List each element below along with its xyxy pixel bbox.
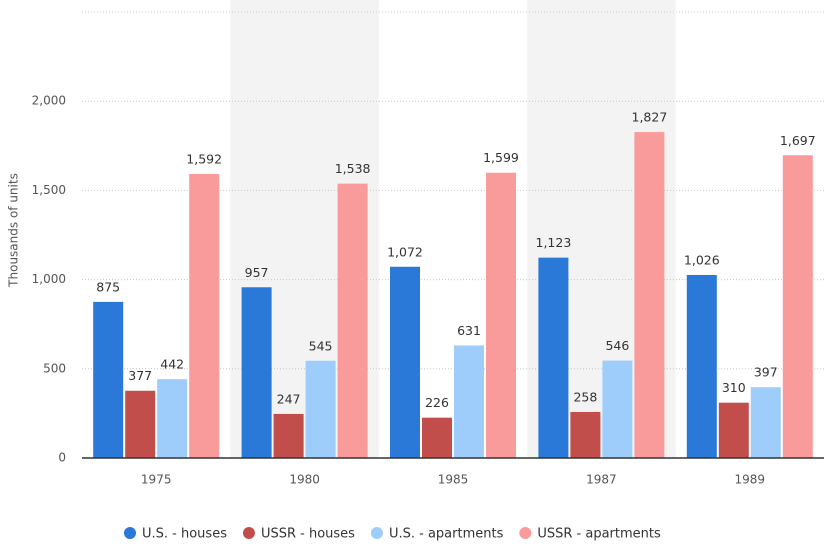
data-label: 247 — [277, 391, 301, 406]
y-tick-label: 1,500 — [32, 183, 66, 197]
x-tick-label: 1987 — [586, 473, 617, 487]
y-tick-label: 1,000 — [32, 272, 66, 286]
bar — [157, 379, 188, 458]
legend-marker — [370, 527, 383, 539]
legend-label: U.S. - apartments — [389, 527, 504, 542]
legend-marker — [124, 527, 136, 539]
data-label: 226 — [425, 395, 449, 410]
bar — [125, 390, 156, 458]
legend-label: USSR - houses — [261, 527, 355, 542]
x-tick-label: 1989 — [735, 473, 766, 487]
x-tick-label: 1980 — [289, 473, 320, 487]
y-axis-label: Thousands of units — [7, 173, 21, 288]
legend-marker — [519, 527, 532, 539]
data-label: 1,026 — [684, 252, 720, 267]
data-label: 1,599 — [483, 150, 519, 165]
data-label: 397 — [754, 365, 778, 380]
bar — [241, 287, 272, 458]
bar — [602, 360, 633, 458]
bar — [337, 183, 368, 459]
bar — [422, 417, 452, 458]
data-label: 1,697 — [780, 133, 816, 148]
bar — [305, 360, 336, 458]
y-tick-label: 0 — [58, 451, 66, 465]
data-label: 957 — [245, 265, 269, 280]
bar — [570, 411, 601, 458]
bar — [718, 402, 749, 458]
bar — [390, 266, 420, 458]
data-label: 310 — [722, 380, 746, 395]
data-label: 258 — [573, 389, 597, 404]
y-tick-label: 500 — [43, 361, 66, 375]
data-label: 546 — [605, 338, 629, 353]
data-label: 545 — [309, 338, 333, 353]
y-tick-label: 2,000 — [32, 94, 66, 108]
x-tick-label: 1985 — [438, 473, 469, 487]
data-label: 442 — [160, 357, 184, 372]
data-label: 1,538 — [335, 161, 371, 176]
legend-label: USSR - apartments — [537, 527, 661, 542]
legend-marker — [242, 527, 255, 539]
data-label: 1,827 — [632, 110, 668, 125]
bar — [486, 172, 516, 458]
bar — [750, 387, 781, 458]
bar — [782, 155, 813, 459]
bar — [538, 257, 569, 458]
bar — [686, 274, 717, 458]
legend-label: U.S. - houses — [142, 527, 227, 542]
bar — [273, 413, 304, 458]
data-label: 1,123 — [536, 235, 572, 250]
data-label: 1,592 — [186, 151, 222, 166]
data-label: 875 — [96, 279, 120, 294]
bar — [454, 345, 484, 458]
data-label: 1,072 — [387, 244, 423, 259]
bar — [93, 301, 124, 458]
bar — [189, 173, 220, 459]
x-tick-label: 1975 — [141, 473, 172, 487]
data-label: 631 — [457, 323, 481, 338]
bar — [634, 132, 665, 458]
data-label: 377 — [128, 368, 152, 383]
